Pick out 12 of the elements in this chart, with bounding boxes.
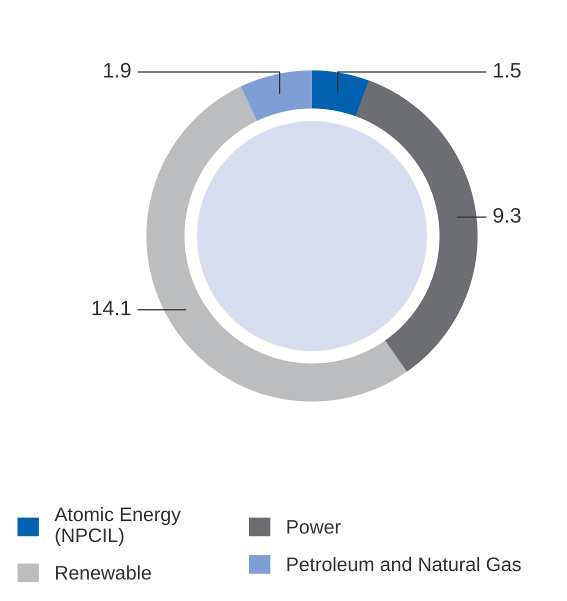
legend-label: Renewable: [56, 565, 151, 580]
donut-slice: [146, 86, 407, 402]
data-label: 9.3: [493, 208, 521, 223]
legend-label: Atomic Energy (NPCIL): [54, 506, 181, 546]
donut-slice: [240, 70, 312, 121]
legend-label: Petroleum and Natural Gas: [287, 556, 521, 572]
legend-label: Power: [287, 520, 341, 534]
donut-slice: [356, 80, 478, 372]
data-label: 1.9: [104, 62, 131, 78]
data-label: 1.5: [494, 63, 521, 78]
data-label: 14.1: [92, 300, 130, 316]
donut-slice: [312, 70, 370, 116]
